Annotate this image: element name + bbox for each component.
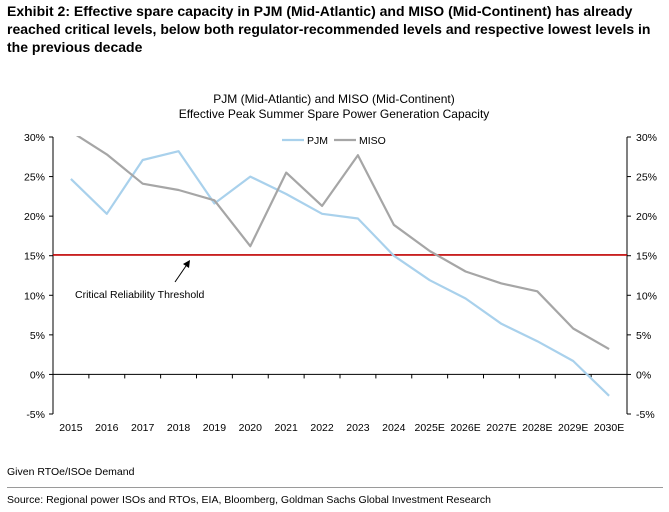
x-tick-label: 2022 [310,422,334,434]
footnote: Given RTOe/ISOe Demand [7,466,135,478]
legend-label-pjm: PJM [307,135,328,147]
chart-legend: PJM MISO [282,135,386,147]
x-tick-label: 2026E [450,422,480,434]
source-note: Source: Regional power ISOs and RTOs, EI… [7,494,492,506]
y-tick-label-right: 0% [636,369,651,381]
x-tick-label: 2021 [275,422,299,434]
series-line-miso [75,136,610,351]
threshold-annotation: Critical Reliability Threshold [75,260,205,301]
y-tick-label-right: 30% [636,132,657,144]
x-tick-label: 2019 [203,422,227,434]
x-tick-label: 2015 [59,422,83,434]
y-tick-label-left: 10% [24,290,45,302]
y-tick-label-left: 5% [30,330,45,342]
x-tick-label: 2030E [594,422,624,434]
x-tick-label: 2017 [131,422,155,434]
y-tick-label-right: 15% [636,251,657,263]
series-line-pjm [70,150,610,397]
x-tick-label: 2025E [415,422,445,434]
chart-subtitle: Effective Peak Summer Spare Power Genera… [179,107,490,121]
threshold-label: Critical Reliability Threshold [75,289,205,301]
chart-title: PJM (Mid-Atlantic) and MISO (Mid-Contine… [213,92,454,106]
y-tick-label-right: 25% [636,172,657,184]
y-tick-label-right: 10% [636,290,657,302]
x-tick-label: 2018 [167,422,191,434]
y-tick-label-left: 30% [24,132,45,144]
y-tick-label-left: -5% [26,409,45,421]
y-tick-label-right: -5% [636,409,655,421]
x-tick-label: 2016 [95,422,119,434]
x-tick-label: 2024 [382,422,406,434]
chart-axes: -5% 0% 5% 10% 15% 20% 25% 30% -5% 0% 5% 10% 15% 20% 25… [24,132,657,434]
y-tick-label-left: 0% [30,369,45,381]
y-tick-label-left: 25% [24,172,45,184]
y-tick-label-left: 15% [24,251,45,263]
annotation-arrow-head [183,260,190,268]
y-tick-label-right: 5% [636,330,651,342]
x-tick-label: 2020 [239,422,263,434]
y-tick-label-left: 20% [24,211,45,223]
line-chart: PJM (Mid-Atlantic) and MISO (Mid-Contine… [24,92,657,434]
x-tick-label: 2027E [486,422,516,434]
annotation-arrow-shaft [174,262,189,283]
source-divider [7,487,663,488]
x-tick-label: 2028E [522,422,552,434]
x-tick-label: 2023 [346,422,370,434]
series-group [70,136,610,397]
x-tick-label: 2029E [558,422,588,434]
y-tick-label-right: 20% [636,211,657,223]
legend-label-miso: MISO [359,135,386,147]
exhibit-title: Exhibit 2: Effective spare capacity in P… [7,3,651,55]
